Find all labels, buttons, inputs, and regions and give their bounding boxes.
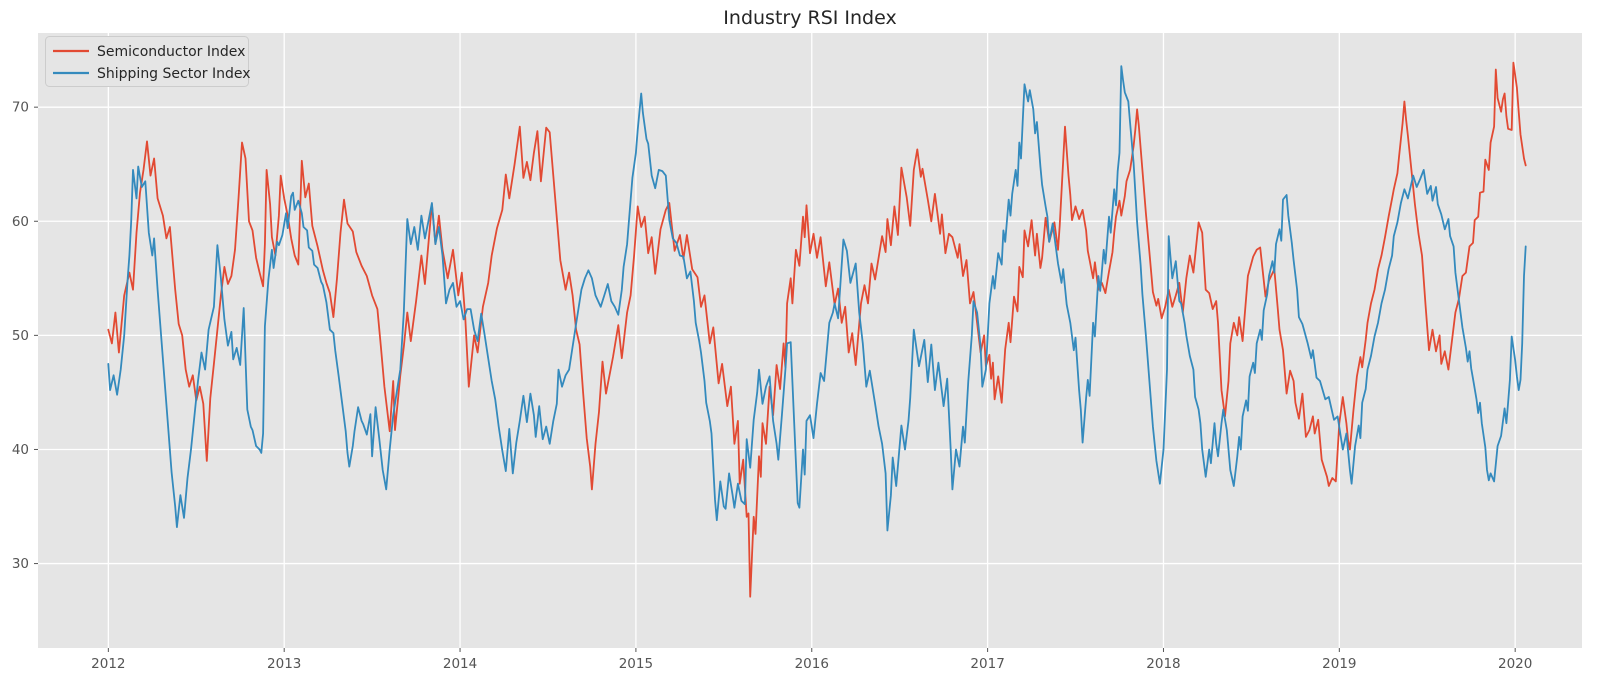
gridlines <box>38 33 1582 648</box>
x-tick-label: 2019 <box>1322 656 1356 672</box>
y-tick-label: 50 <box>12 328 29 344</box>
plot-area <box>38 33 1582 648</box>
legend-label: Shipping Sector Index <box>97 66 251 82</box>
y-tick-label: 70 <box>12 100 29 116</box>
legend-item: Semiconductor Index <box>53 44 245 60</box>
x-tick-label: 2015 <box>619 656 653 672</box>
x-tick-label: 2018 <box>1146 656 1180 672</box>
x-tick-label: 2012 <box>91 656 125 672</box>
legend: Semiconductor Index Shipping Sector Index <box>45 36 251 87</box>
x-tick-label: 2014 <box>443 656 477 672</box>
x-tick-label: 2013 <box>267 656 301 672</box>
semiconductor-index-line <box>107 61 1527 598</box>
tick-marks <box>34 106 1516 652</box>
shipping-sector-index-line <box>107 65 1527 532</box>
legend-label: Semiconductor Index <box>97 44 245 60</box>
x-tick-label: 2017 <box>970 656 1004 672</box>
legend-item: Shipping Sector Index <box>53 66 251 82</box>
x-tick-label: 2020 <box>1498 656 1532 672</box>
y-tick-label: 30 <box>12 556 29 572</box>
chart-title: Industry RSI Index <box>723 7 896 29</box>
y-tick-label: 60 <box>12 214 29 230</box>
legend-box <box>45 36 249 87</box>
x-tick-label: 2016 <box>795 656 829 672</box>
y-tick-label: 40 <box>12 442 29 458</box>
